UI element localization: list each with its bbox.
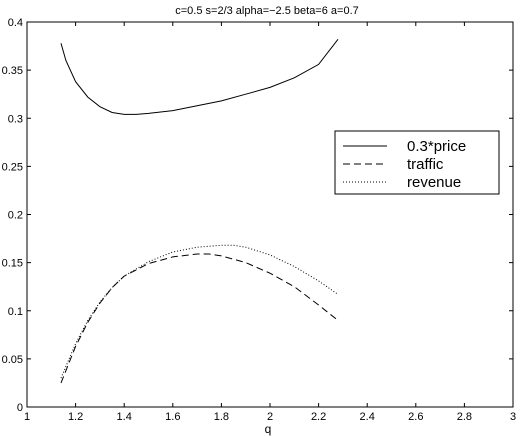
chart-title: c=0.5 s=2/3 alpha=−2.5 beta=6 a=0.7 [175,5,359,17]
x-tick-label: 1.6 [165,411,180,423]
series-layer [60,38,339,384]
y-tick-label: 0.05 [2,354,23,366]
y-tick-label: 0.2 [8,210,23,222]
series-line-0-3-price [60,38,339,115]
x-tick-label: 1.2 [68,411,83,423]
legend-label: traffic [407,156,444,173]
y-tick-label: 0.15 [2,258,23,270]
x-tick-label: 2.6 [408,411,423,423]
x-tick-label: 1.4 [117,411,132,423]
plot-frame [26,21,514,408]
axis-ticks: 1 1.2 1.4 1.6 1.8 2 2.2 2.4 2.6 2.8 3 0 0.05 0.1 0.15 0… [2,17,516,423]
x-tick-label: 1 [24,411,30,423]
y-tick-label: 0.3 [8,113,23,125]
x-tick-label: 2 [267,411,273,423]
legend-box [334,130,500,195]
x-tick-label: 3 [510,411,516,423]
legend-label: revenue [407,174,461,191]
x-tick-label: 2.2 [311,411,326,423]
y-tick-label: 0.35 [2,65,23,77]
x-tick-label: 2.8 [457,411,472,423]
legend-label: 0.3*price [407,138,466,155]
y-tick-label: 0.25 [2,161,23,173]
y-tick-label: 0.4 [8,17,23,29]
x-tick-label: 2.4 [360,411,375,423]
y-tick-label: 0.1 [8,306,23,318]
series-line-revenue [60,244,339,379]
x-axis-label: q [265,422,272,436]
y-tick-label: 0 [17,402,23,414]
series-line-traffic [60,253,339,384]
x-tick-label: 1.8 [214,411,229,423]
